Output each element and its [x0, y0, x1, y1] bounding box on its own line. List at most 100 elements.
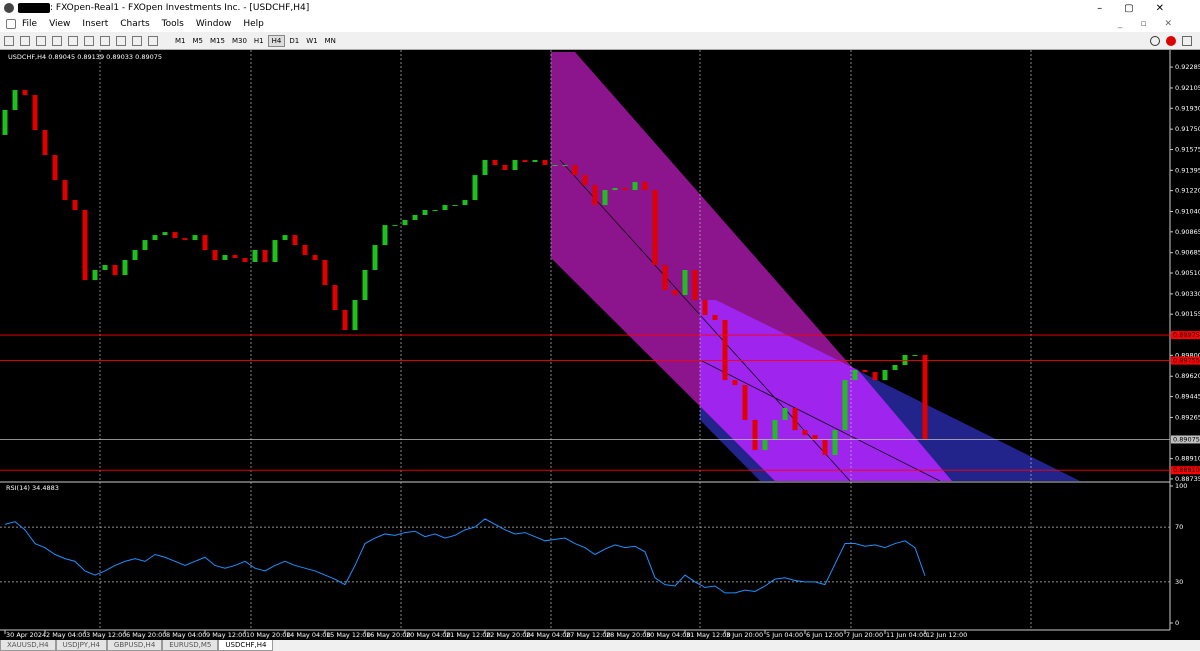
x-tick-label: 30 Apr 2024 [6, 631, 46, 639]
menu-item[interactable]: Help [243, 19, 264, 29]
candle-body [432, 210, 438, 212]
level-label: 0.89755 [1173, 357, 1200, 365]
menu-item[interactable]: View [49, 19, 71, 29]
channel-drawings [551, 52, 1080, 482]
panel-icon[interactable] [1182, 35, 1192, 46]
tool-cursor[interactable] [4, 35, 14, 46]
candle-body [712, 314, 718, 320]
candle-body [412, 214, 418, 220]
x-tick-label: 16 May 20:00 [366, 631, 411, 639]
menu-item[interactable]: Charts [120, 19, 150, 29]
timeframe-button[interactable]: M1 [175, 36, 186, 45]
rsi-tick-label: 0 [1175, 619, 1179, 627]
candle-body [672, 290, 678, 296]
timeframe-button[interactable]: W1 [306, 36, 318, 45]
timeframe-button[interactable]: H4 [267, 34, 286, 47]
rsi-header: RSI(14) 34.4883 [6, 484, 59, 492]
timeframe-button[interactable]: M15 [210, 36, 225, 45]
menu-item[interactable]: Window [195, 19, 232, 29]
candle-body [242, 258, 248, 262]
timeframe-button[interactable]: MN [324, 36, 336, 45]
timeframe-button[interactable]: M30 [231, 36, 247, 45]
chart-header: USDCHF,H4 0.89045 0.89139 0.89033 0.8907… [8, 53, 162, 61]
candle-body [182, 238, 188, 241]
tool-crosshair[interactable] [20, 35, 30, 46]
tool-fibo[interactable] [100, 35, 110, 46]
candle-body [132, 250, 138, 261]
candle-body [62, 180, 68, 201]
y-tick-label: 0.90865 [1175, 228, 1200, 236]
channel-median [699, 359, 941, 482]
level-label-box [1171, 466, 1200, 475]
candle-body [322, 260, 328, 286]
tool-arrows[interactable] [148, 35, 158, 46]
redacted-box [18, 3, 50, 13]
chart-tab[interactable]: XAUUSD,H4 [0, 640, 56, 651]
window-controls[interactable]: –▢✕ [1097, 2, 1186, 14]
channel-median [559, 159, 851, 482]
timeframe-button[interactable]: H1 [253, 36, 264, 45]
level-label: 0.88810 [1173, 466, 1200, 474]
rsi-line [4, 518, 926, 594]
candle-body [902, 355, 908, 365]
y-tick-label: 0.91040 [1175, 208, 1200, 216]
menu-item[interactable]: Tools [161, 19, 184, 29]
candle-body [152, 235, 158, 241]
y-tick-label: 0.89620 [1175, 372, 1200, 380]
candle-body [852, 369, 858, 381]
search-icon[interactable] [1150, 35, 1160, 46]
candle-body [752, 419, 758, 451]
candle-body [362, 269, 368, 301]
y-tick-label: 0.91575 [1175, 145, 1200, 153]
x-tick-label: 14 May 04:00 [286, 631, 331, 639]
rsi-tick-label: 30 [1175, 578, 1183, 586]
menu-item[interactable]: Insert [82, 19, 109, 29]
candle-body [572, 164, 578, 176]
x-tick-label: 3 Jun 20:00 [726, 631, 763, 639]
candle-body [552, 164, 558, 166]
candle-body [452, 205, 458, 207]
chart-tab[interactable]: USDCHF,H4 [218, 640, 274, 651]
chart-tab[interactable]: GBPUSD,H4 [106, 640, 163, 651]
candle-body [212, 250, 218, 261]
candle-body [602, 190, 608, 206]
y-tick-label: 0.88910 [1175, 455, 1200, 463]
candle-body [642, 182, 648, 191]
tool-vline[interactable] [36, 35, 46, 46]
candle-body [272, 240, 278, 262]
child-window-controls[interactable]: _▫✕ [1117, 19, 1190, 29]
candle-body [462, 200, 468, 206]
candle-body [922, 355, 928, 440]
toolbar: M1 M5 M15 M30 H1 H4 D1 W1 MN [0, 32, 1200, 50]
menu-item[interactable]: File [22, 19, 38, 29]
candle-body [772, 419, 778, 441]
toolbar-right [1150, 35, 1192, 46]
title-bar: : FXOpen-Real1 - FXOpen Investments Inc.… [0, 0, 1200, 16]
rsi-tick-label: 100 [1175, 482, 1187, 490]
tool-channel[interactable] [84, 35, 94, 46]
timeframe-button[interactable]: M5 [192, 36, 204, 45]
x-tick-label: 3 May 12:00 [86, 631, 126, 639]
ohlc-low: 0.89033 [106, 53, 133, 61]
tool-hline[interactable] [52, 35, 62, 46]
chart-tab[interactable]: USDJPY,H4 [55, 640, 107, 651]
timeframe-button[interactable]: D1 [289, 36, 300, 45]
candle-body [192, 235, 198, 241]
candle-body [202, 235, 208, 251]
x-tick-label: 8 May 04:00 [166, 631, 206, 639]
candle-body [232, 255, 238, 259]
tool-trendline[interactable] [68, 35, 78, 46]
chart-tab[interactable]: EURUSD,M5 [162, 640, 219, 651]
candle-body [872, 372, 878, 381]
level-label-box [1171, 435, 1200, 444]
candle-body [842, 380, 848, 431]
level-label: 0.89075 [1173, 435, 1200, 443]
tool-label[interactable] [132, 35, 142, 46]
candle-body [372, 245, 378, 270]
x-tick-label: 20 May 04:00 [406, 631, 451, 639]
alert-icon[interactable] [1166, 35, 1176, 46]
tool-text[interactable] [116, 35, 126, 46]
candle-body [222, 255, 228, 261]
y-tick-label: 0.90510 [1175, 269, 1200, 277]
candle-body [82, 210, 88, 281]
